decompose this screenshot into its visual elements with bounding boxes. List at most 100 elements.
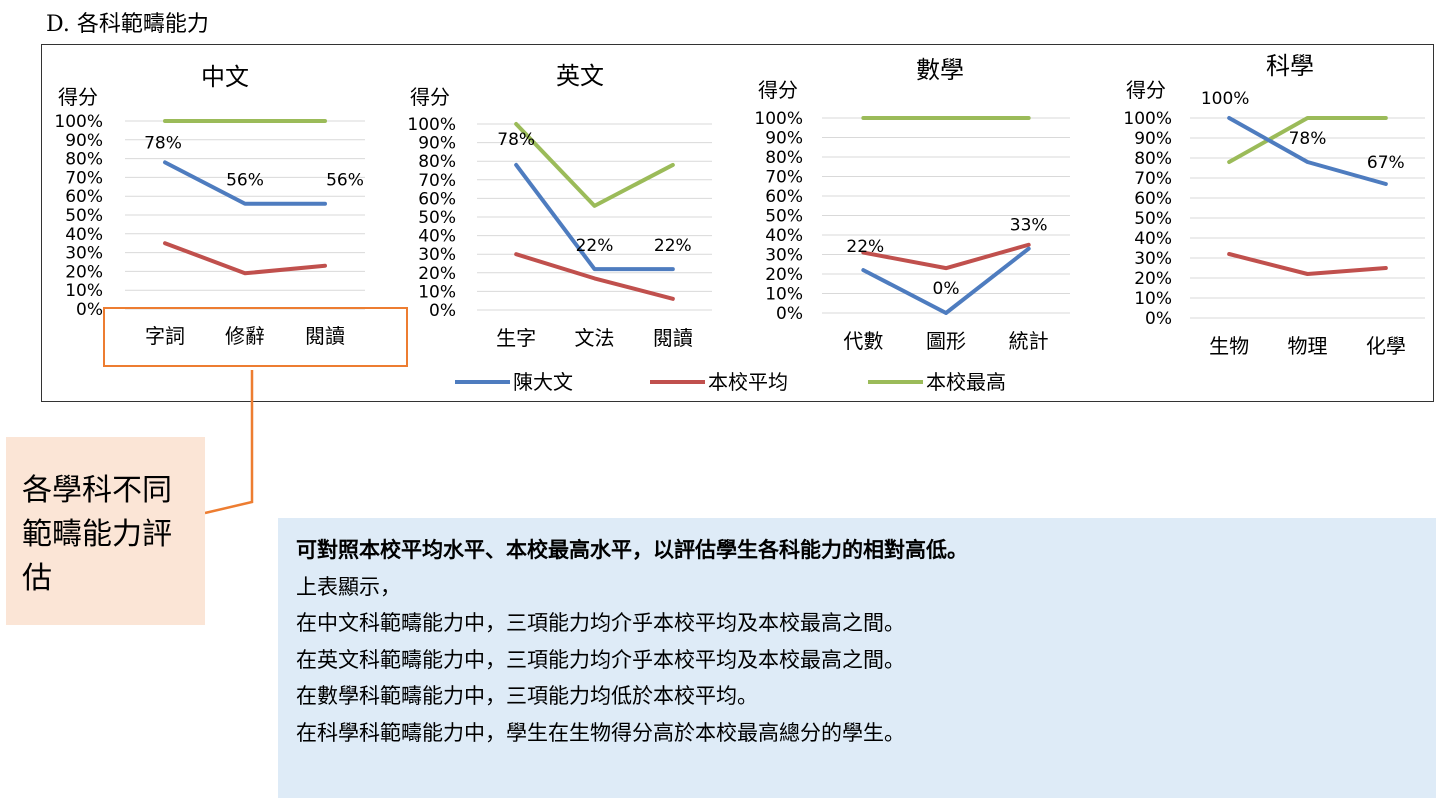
data-label: 67% (1367, 153, 1405, 173)
x-category-label: 生字 (496, 326, 536, 350)
y-tick-label: 40% (765, 226, 803, 246)
y-axis-label: 得分 (58, 85, 98, 109)
data-label: 33% (1010, 216, 1048, 236)
charts-frame (41, 44, 1434, 402)
y-tick-label: 30% (1134, 249, 1172, 269)
x-category-label: 閱讀 (653, 326, 693, 350)
section-title: D. 各科範疇能力 (46, 12, 209, 37)
y-axis-label: 得分 (410, 85, 450, 109)
y-tick-label: 20% (765, 265, 803, 285)
series-line-student (514, 162, 675, 272)
y-tick-label: 90% (418, 134, 456, 154)
series-line-school-average (514, 252, 675, 301)
y-tick-label: 0% (776, 304, 803, 324)
data-label: 22% (654, 236, 692, 256)
x-category-label: 化學 (1366, 334, 1406, 358)
series-line-student (1227, 116, 1388, 186)
series-line-school-average (163, 241, 327, 276)
info-line: 上表顯示， (296, 574, 401, 599)
chart-title: 英文 (556, 62, 604, 90)
y-tick-label: 60% (65, 187, 103, 207)
y-tick-label: 30% (418, 245, 456, 265)
y-tick-label: 30% (765, 246, 803, 266)
y-tick-label: 20% (418, 264, 456, 284)
y-tick-label: 40% (1134, 229, 1172, 249)
legend-label: 本校平均 (708, 370, 788, 394)
info-box: 可對照本校平均水平、本校最高水平，以評估學生各科能力的相對高低。 上表顯示， 在… (278, 518, 1436, 798)
y-tick-label: 50% (65, 206, 103, 226)
y-tick-label: 10% (418, 282, 456, 302)
data-label: 22% (846, 237, 884, 257)
data-label: 22% (576, 236, 614, 256)
x-category-label: 字詞 (145, 324, 185, 348)
data-label: 78% (1289, 129, 1327, 149)
y-tick-label: 30% (65, 244, 103, 264)
y-tick-label: 0% (76, 300, 103, 320)
callout-highlight-box (103, 307, 408, 367)
y-tick-label: 70% (765, 168, 803, 188)
x-category-label: 統計 (1009, 329, 1049, 353)
info-line: 在數學科範疇能力中，三項能力均低於本校平均。 (296, 684, 758, 708)
y-tick-label: 0% (429, 301, 456, 321)
y-tick-label: 40% (418, 227, 456, 247)
y-axis-label: 得分 (1126, 78, 1166, 102)
y-tick-label: 20% (1134, 269, 1172, 289)
x-category-label: 閱讀 (305, 324, 345, 348)
y-tick-label: 100% (407, 115, 456, 135)
x-category-label: 代數 (843, 329, 883, 353)
info-headline: 可對照本校平均水平、本校最高水平，以評估學生各科能力的相對高低。 (296, 537, 968, 562)
series-line-school-average (861, 242, 1031, 271)
chart-title: 科學 (1266, 52, 1314, 80)
y-tick-label: 10% (65, 281, 103, 301)
y-tick-label: 100% (54, 112, 103, 132)
y-tick-label: 0% (1145, 309, 1172, 329)
legend-label: 陳大文 (513, 370, 573, 394)
data-label: 56% (226, 171, 264, 191)
legend-label: 本校最高 (926, 370, 1006, 394)
y-tick-label: 70% (418, 171, 456, 191)
y-axis-label: 得分 (758, 78, 798, 102)
y-tick-label: 10% (1134, 289, 1172, 309)
series-line-student (163, 160, 327, 206)
y-tick-label: 60% (765, 187, 803, 207)
info-line: 在英文科範疇能力中，三項能力均介乎本校平均及本校最高之間。 (296, 647, 905, 672)
chart-title: 數學 (916, 56, 964, 84)
y-tick-label: 100% (1123, 109, 1172, 129)
y-tick-label: 90% (65, 131, 103, 151)
x-category-label: 文法 (575, 326, 615, 350)
x-category-label: 物理 (1288, 334, 1328, 358)
series-line-student (861, 246, 1031, 315)
y-tick-label: 10% (765, 285, 803, 305)
data-label: 78% (144, 133, 182, 153)
callout-label: 各學科不同範疇能力評估 (6, 437, 205, 625)
data-label: 78% (497, 130, 535, 150)
info-line: 在科學科範疇能力中，學生在生物得分高於本校最高總分的學生。 (296, 720, 905, 745)
data-label: 100% (1201, 89, 1250, 109)
x-category-label: 修辭 (225, 324, 265, 348)
y-tick-label: 50% (765, 207, 803, 227)
series-line-school-max (1227, 116, 1388, 164)
y-tick-label: 90% (1134, 129, 1172, 149)
series-line-school-average (1227, 252, 1388, 276)
y-tick-label: 60% (418, 189, 456, 209)
y-tick-label: 80% (765, 148, 803, 168)
y-tick-label: 40% (65, 225, 103, 245)
y-tick-label: 50% (1134, 209, 1172, 229)
y-tick-label: 100% (754, 109, 803, 129)
y-tick-label: 60% (1134, 189, 1172, 209)
y-tick-label: 70% (65, 168, 103, 188)
charts-svg: 0%10%20%30%40%50%60%70%80%90%100%中文得分字詞修… (54, 52, 1425, 394)
x-category-label: 生物 (1209, 334, 1249, 358)
data-label: 56% (326, 171, 364, 191)
info-line: 在中文科範疇能力中，三項能力均介乎本校平均及本校最高之間。 (296, 611, 905, 635)
y-tick-label: 90% (765, 129, 803, 149)
chart-title: 中文 (201, 63, 249, 91)
x-category-label: 圖形 (926, 329, 966, 353)
y-tick-label: 20% (65, 262, 103, 282)
series-line-school-max (514, 122, 675, 208)
y-tick-label: 80% (1134, 149, 1172, 169)
y-tick-label: 70% (1134, 169, 1172, 189)
y-tick-label: 80% (418, 152, 456, 172)
y-tick-label: 50% (418, 208, 456, 228)
data-label: 0% (933, 279, 960, 299)
